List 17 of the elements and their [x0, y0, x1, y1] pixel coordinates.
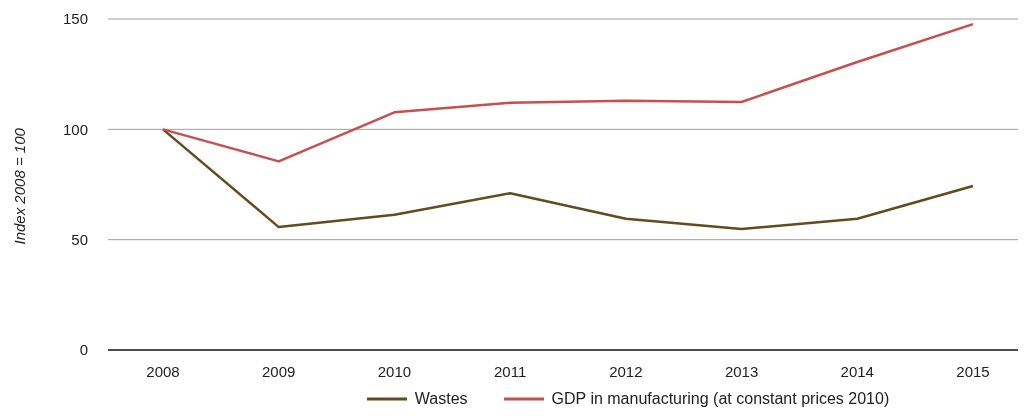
x-tick-label: 2008 — [146, 362, 180, 380]
x-tick-label: 2009 — [262, 362, 296, 380]
line-series — [161, 22, 975, 163]
legend-label: Wastes — [413, 390, 468, 408]
x-tick-label: 2015 — [956, 362, 990, 380]
legend-label: GDP in manufacturing (at constant prices 2010) — [550, 390, 890, 408]
y-tick-label: 150 — [62, 10, 88, 28]
y-tick-label: 0 — [79, 341, 88, 359]
x-tick-label: 2013 — [724, 362, 759, 380]
y-tick-label: 100 — [62, 120, 88, 138]
x-tick-label: 2014 — [840, 362, 874, 380]
line-series — [161, 128, 975, 231]
x-tick-label: 2010 — [377, 362, 412, 380]
y-tick-label: 50 — [71, 230, 88, 248]
x-tick-label: 2011 — [494, 362, 527, 380]
x-tick-label: 2012 — [609, 362, 643, 380]
y-axis-title: Index 2008 = 100 — [11, 127, 29, 245]
